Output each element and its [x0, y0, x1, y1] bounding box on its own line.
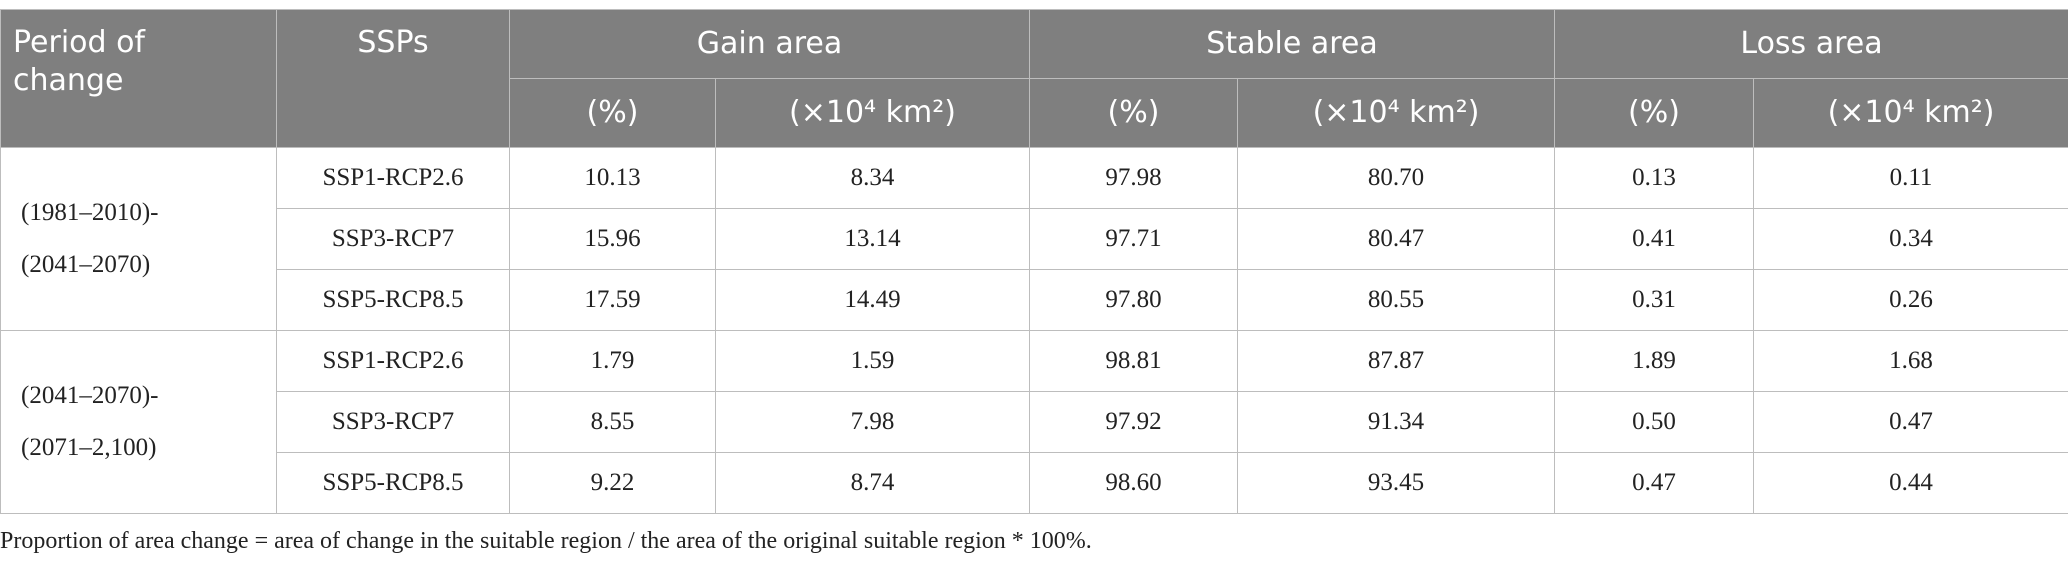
table-cell: 0.44	[1753, 452, 2068, 514]
table-cell: 97.98	[1029, 147, 1239, 209]
table-cell: 98.81	[1029, 330, 1239, 392]
table-cell: 17.59	[509, 269, 716, 331]
header-cell: (×10⁴ km²)	[1237, 78, 1556, 148]
table-cell: SSP5-RCP8.5	[276, 269, 510, 331]
table-row: SSP5-RCP8.5 9.22 8.74 98.60 93.45 0.47 0.44	[1, 452, 2068, 514]
table-cell: SSP1-RCP2.6	[276, 330, 510, 392]
header-cell: Loss area	[1554, 9, 2068, 79]
table-cell: 0.41	[1554, 208, 1755, 270]
table-row: SSP5-RCP8.5 17.59 14.49 97.80 80.55 0.31 0.26	[1, 269, 2068, 331]
table-cell: 80.70	[1237, 147, 1556, 209]
table-cell: 14.49	[714, 269, 1031, 331]
period-cell: (1981–2010)- (2041–2070)	[0, 147, 277, 331]
table-cell: 1.89	[1554, 330, 1755, 392]
table-cell: 0.47	[1753, 391, 2068, 453]
table-cell: 91.34	[1237, 391, 1556, 453]
table-row: (1981–2010)- (2041–2070) SSP1-RCP2.6 10.13 8…	[0, 147, 2068, 331]
table-cell: 1.79	[509, 330, 716, 392]
table-cell: 0.31	[1554, 269, 1755, 331]
table-cell: 8.74	[714, 452, 1031, 514]
table-cell: 87.87	[1237, 330, 1556, 392]
table-cell: 97.71	[1029, 208, 1239, 270]
header-cell: Period of change	[0, 9, 277, 148]
table-cell: 0.47	[1554, 452, 1755, 514]
header-cell: (%)	[509, 78, 716, 148]
period-cell: (2041–2070)- (2071–2,100)	[0, 330, 277, 514]
table-cell: 9.22	[509, 452, 716, 514]
table-cell: 15.96	[509, 208, 716, 270]
table-cell: 1.59	[714, 330, 1031, 392]
table-cell: 98.60	[1029, 452, 1239, 514]
header-cell: (×10⁴ km²)	[1753, 78, 2068, 148]
table-cell: 0.50	[1554, 391, 1755, 453]
header-cell: (×10⁴ km²)	[714, 78, 1031, 148]
table-cell: 0.34	[1753, 208, 2068, 270]
footnote: Proportion of area change = area of chan…	[0, 528, 1092, 554]
table-cell: 93.45	[1237, 452, 1556, 514]
header-cell: SSPs	[276, 9, 510, 148]
table-cell: 97.92	[1029, 391, 1239, 453]
table-cell: 80.55	[1237, 269, 1556, 331]
table-cell: 7.98	[714, 391, 1031, 453]
table-cell: 8.34	[714, 147, 1031, 209]
header-cell: (%)	[1554, 78, 1755, 148]
table-cell: 0.26	[1753, 269, 2068, 331]
table-cell: 8.55	[509, 391, 716, 453]
table-cell: 1.68	[1753, 330, 2068, 392]
table-cell: SSP5-RCP8.5	[276, 452, 510, 514]
table-row: SSP3-RCP7 15.96 13.14 97.71 80.47 0.41 0.34	[1, 208, 2068, 270]
period-line: (2071–2,100)	[21, 434, 157, 461]
data-table: Period of change SSPs Gain area Stable a…	[0, 9, 2068, 514]
header-cell: Gain area	[508, 9, 1031, 79]
table-cell: 0.11	[1753, 147, 2068, 209]
period-line: (2041–2070)-	[21, 382, 159, 409]
period-line: (1981–2010)-	[21, 199, 159, 226]
table-cell: SSP3-RCP7	[276, 391, 510, 453]
table-cell: SSP1-RCP2.6	[276, 147, 510, 209]
table-cell: 13.14	[714, 208, 1031, 270]
table-cell: 80.47	[1237, 208, 1556, 270]
period-line: (2041–2070)	[21, 251, 151, 278]
header-cell: (%)	[1029, 78, 1239, 148]
table-row: (2041–2070)- (2071–2,100) SSP1-RCP2.6 1.79 1…	[0, 330, 2068, 514]
table-row: SSP3-RCP7 8.55 7.98 97.92 91.34 0.50 0.47	[1, 391, 2068, 453]
table-cell: 10.13	[509, 147, 716, 209]
table-cell: 97.80	[1029, 269, 1239, 331]
table-cell: SSP3-RCP7	[276, 208, 510, 270]
header-cell: Stable area	[1029, 9, 1556, 79]
table-cell: 0.13	[1554, 147, 1755, 209]
